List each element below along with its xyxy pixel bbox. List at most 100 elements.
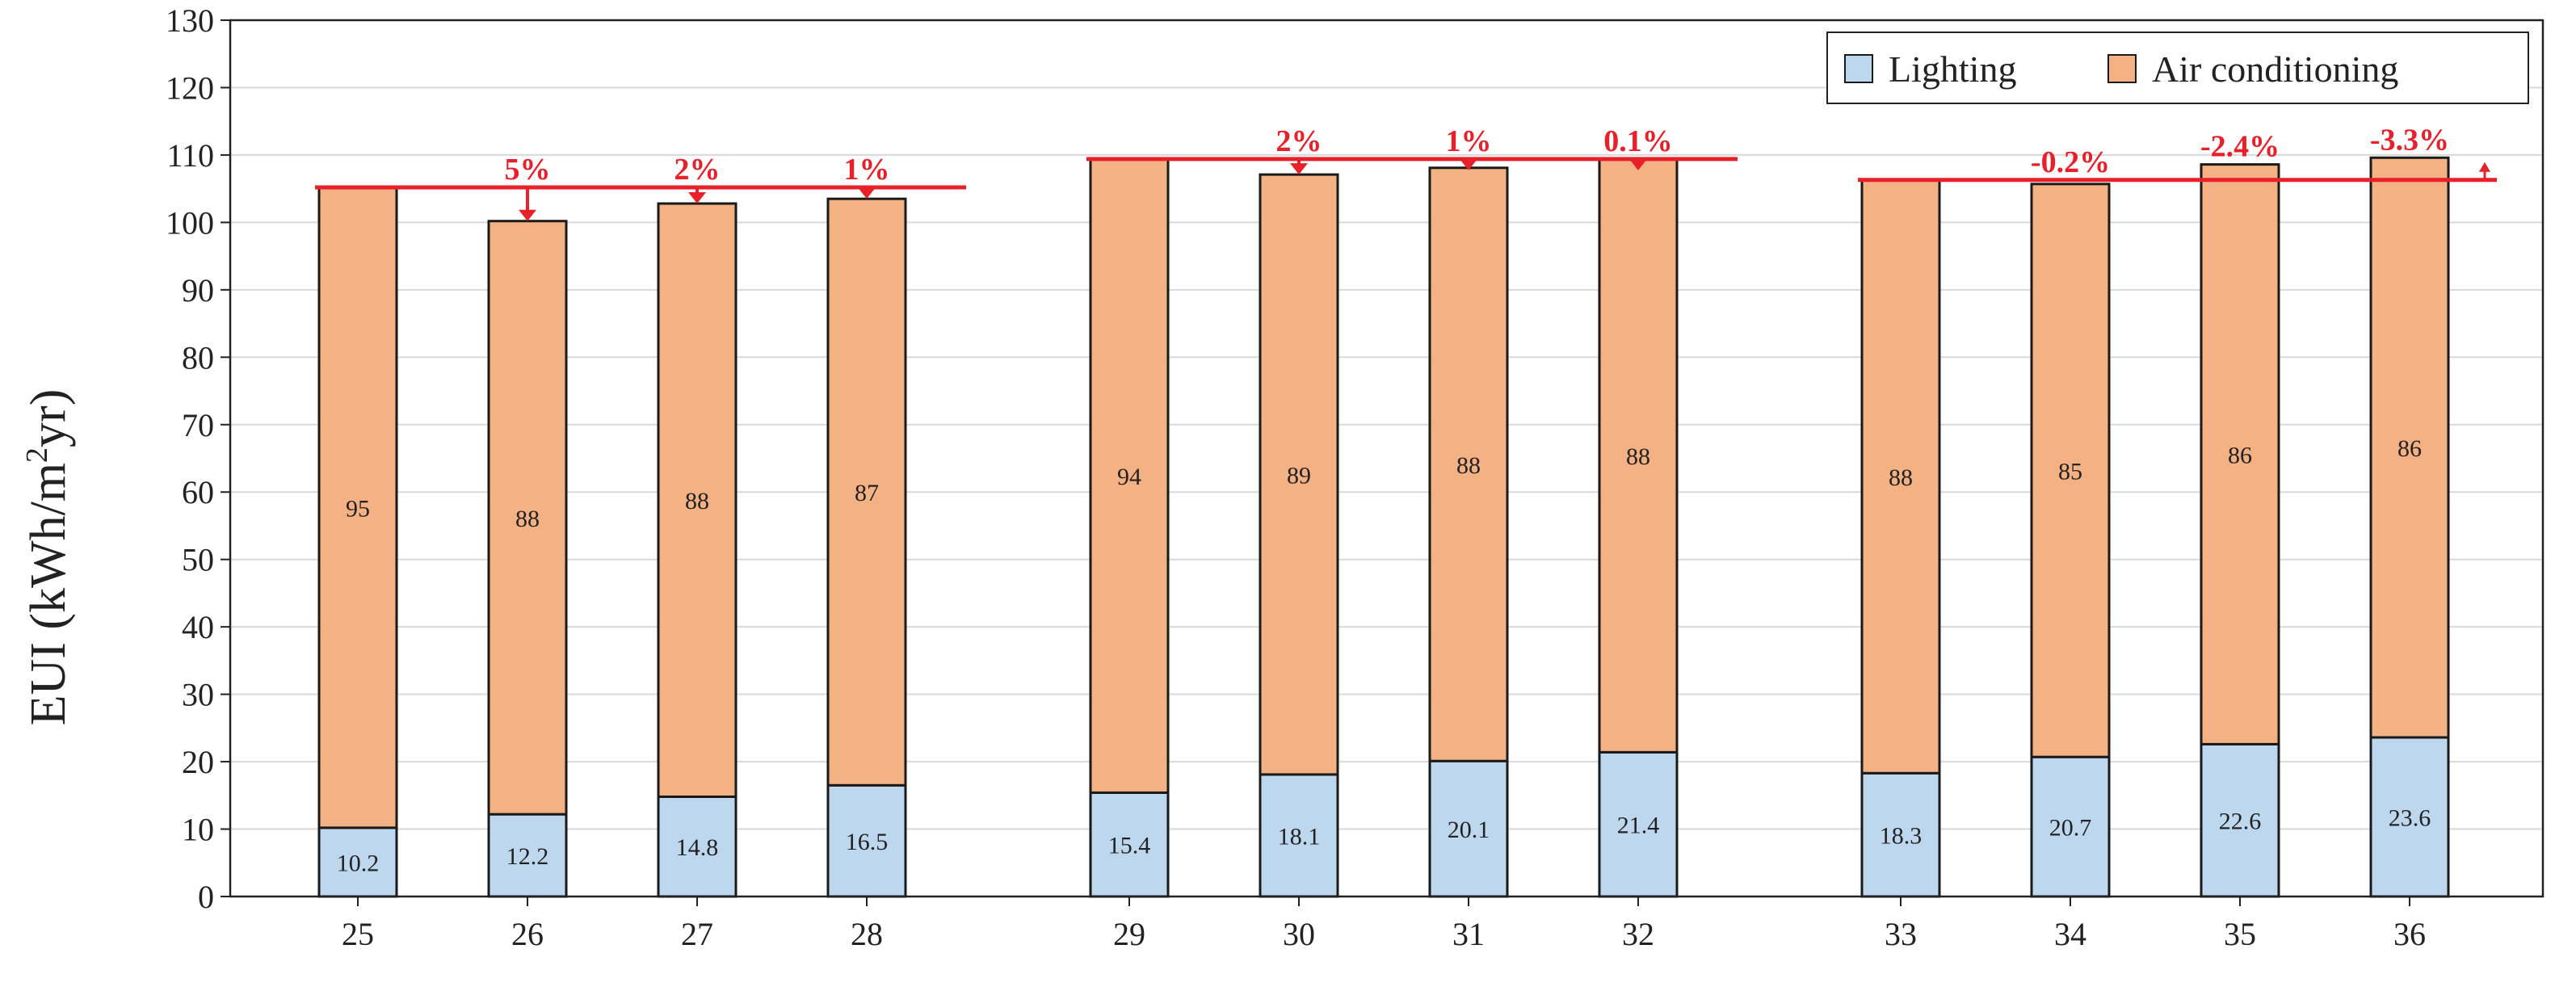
data-label-air-conditioning: 85 [2058,459,2082,485]
bars: 10.2 95 12.2 88 14.8 88 16.5 87 15.4 94 18.1 89 20.1… [317,156,2450,898]
legend-label-air-conditioning: Air conditioning [2152,48,2398,90]
change-percent-label: 1% [844,153,890,187]
x-tick-label: 36 [2393,916,2426,952]
x-tick-label: 33 [1885,916,1917,952]
x-tick-label: 25 [342,916,374,952]
data-label-air-conditioning: 88 [1456,452,1481,479]
data-label-lighting: 20.1 [1448,817,1490,843]
change-arrow-head [858,187,876,199]
data-label-lighting: 14.8 [676,834,719,861]
y-tick-label: 40 [182,609,214,645]
bar-air-conditioning [487,220,568,816]
data-label-air-conditioning: 94 [1117,464,1141,490]
y-tick-label: 80 [182,339,214,376]
change-arrow-head [519,209,536,221]
x-tick-label: 26 [511,916,544,952]
legend-swatch-air-conditioning [2107,54,2137,83]
bar-lighting [1598,750,1679,898]
change-percent-label: 0.1% [1603,124,1673,158]
data-label-lighting: 21.4 [1617,813,1660,839]
bar-air-conditioning [2200,163,2280,745]
x-tick-label: 30 [1283,916,1315,952]
x-tick-label: 27 [681,916,713,952]
data-label-lighting: 15.4 [1108,833,1151,859]
axes: 0 10 20 30 40 50 60 70 80 90 100 110 120 130 25 26 27 28 2… [166,2,2544,952]
bar-air-conditioning [1860,178,1941,775]
data-label-lighting: 18.1 [1278,823,1321,850]
y-tick-label: 0 [198,879,214,915]
bar-lighting [826,783,907,898]
bar-lighting [1428,759,1509,898]
bar-lighting [2200,742,2280,898]
x-tick-label: 31 [1452,916,1485,952]
data-label-lighting: 10.2 [337,850,380,876]
data-label-air-conditioning: 87 [855,480,879,506]
y-tick-label: 120 [166,69,214,106]
bar-air-conditioning [1428,166,1509,762]
data-label-air-conditioning: 86 [2228,442,2252,468]
data-label-lighting: 22.6 [2219,808,2262,835]
y-axis-title: EUI (kWh/m2yr) [20,389,76,726]
legend-swatch-lighting [1844,54,1873,83]
x-tick-label: 34 [2054,916,2086,952]
x-tick-label: 32 [1622,916,1654,952]
y-tick-label: 90 [182,272,214,309]
change-arrow-head [1460,158,1477,170]
bar-lighting [2369,736,2450,898]
change-percent-label: -2.4% [2200,130,2280,164]
y-axis-title-superscript: 2 [20,447,54,463]
data-label-air-conditioning: 86 [2397,435,2422,462]
x-tick-label: 35 [2224,916,2256,952]
bar-air-conditioning [317,186,398,829]
plot-frame [229,19,2544,898]
data-label-air-conditioning: 88 [515,506,540,532]
legend-box [1826,31,2529,104]
data-label-lighting: 12.2 [506,843,549,870]
change-percent-label: 5% [505,153,551,187]
bar-lighting [487,813,568,898]
x-tick-label: 29 [1113,916,1145,952]
bar-air-conditioning [1089,157,1170,794]
change-percent-label: 1% [1446,124,1492,158]
bar-air-conditioning [1259,173,1339,776]
change-percent-label: -3.3% [2370,123,2449,157]
y-tick-label: 100 [166,204,214,241]
y-tick-label: 110 [166,137,214,174]
data-label-air-conditioning: 88 [1626,443,1650,470]
reference-lines: 5% 2% 1% 2% 1% 0.1% -0.2% -2.4% -3.3% [315,123,2497,221]
legend: Lighting Air conditioning [1826,31,2529,104]
data-label-air-conditioning: 88 [1889,464,1913,491]
change-arrow-head [688,192,706,204]
bar-lighting [657,795,738,898]
bar-air-conditioning [1598,157,1679,754]
bar-lighting [317,826,398,898]
data-label-lighting: 23.6 [2389,805,2431,832]
y-tick-label: 50 [182,542,214,578]
change-percent-label: 2% [674,153,721,187]
change-percent-label: 2% [1276,124,1322,158]
y-tick-label: 20 [182,744,214,780]
change-arrow-head [2479,162,2490,172]
y-tick-label: 10 [182,812,214,848]
data-label-lighting: 16.5 [846,829,889,855]
bar-lighting [1089,791,1170,898]
data-label-air-conditioning: 89 [1287,463,1311,489]
y-axis-title-main: EUI (kWh/m [21,463,76,725]
bar-air-conditioning [657,202,738,798]
change-percent-label: -0.2% [2031,145,2110,179]
change-arrow-head [1290,163,1308,175]
data-label-air-conditioning: 88 [685,488,709,514]
data-label-lighting: 18.3 [1880,823,1923,850]
y-tick-label: 130 [166,2,214,39]
bar-air-conditioning [2369,156,2450,739]
bar-air-conditioning [826,197,907,787]
y-tick-label: 70 [182,407,214,443]
bar-air-conditioning [2030,183,2111,758]
y-tick-label: 60 [182,474,214,510]
change-arrow-head [1629,158,1647,170]
y-axis-title-end: yr) [21,389,76,447]
gridlines [230,19,2543,830]
data-label-lighting: 20.7 [2049,815,2092,842]
y-tick-label: 30 [182,677,214,713]
